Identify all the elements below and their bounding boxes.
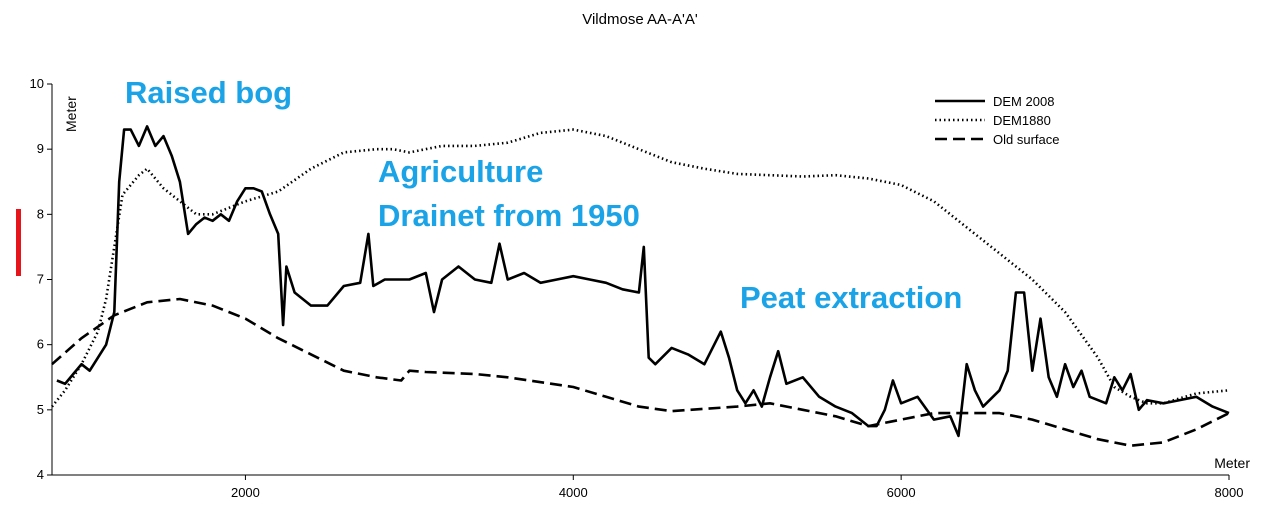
x-axis-label: Meter [1214,455,1250,471]
legend-label: DEM 2008 [993,94,1054,109]
chart-title: Vildmose AA-A'A' [582,11,698,28]
line-series [51,297,1230,447]
y-tick-label: 4 [37,467,44,482]
y-tick-label: 8 [37,206,44,221]
annotation: Agriculture [378,154,543,189]
x-tick-label: 2000 [231,485,260,500]
red-marker [16,209,21,276]
y-tick-label: 9 [37,141,44,156]
y-tick-label: 10 [30,76,44,91]
x-tick-label: 4000 [559,485,588,500]
legend-label: DEM1880 [993,113,1051,128]
legend-label: Old surface [993,132,1059,147]
y-tick-label: 5 [37,402,44,417]
annotation: Drainet from 1950 [378,198,640,233]
x-tick-label: 8000 [1215,485,1244,500]
line-series [56,125,1230,438]
annotation: Raised bog [125,75,292,110]
y-axis-label: Meter [63,96,79,132]
y-tick-label: 6 [37,337,44,352]
x-tick-label: 6000 [887,485,916,500]
annotation: Peat extraction [740,280,962,315]
y-tick-label: 7 [37,272,44,287]
line-series [50,128,1230,408]
